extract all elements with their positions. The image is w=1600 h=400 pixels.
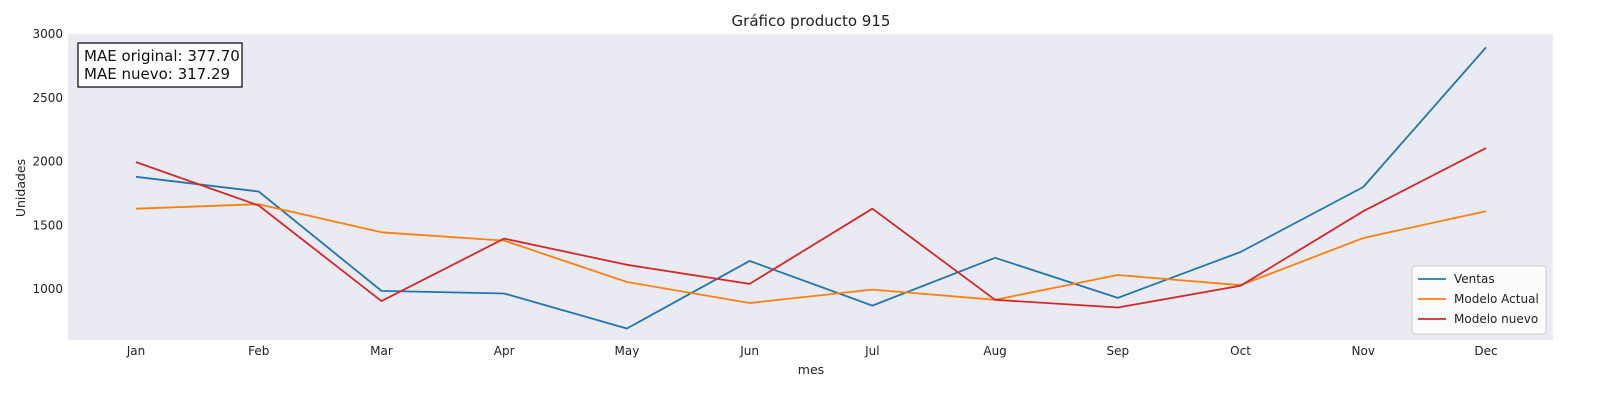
y-axis-label: Unidades [13,159,28,217]
x-tick-label: Feb [248,344,269,358]
x-tick-label: Apr [494,344,515,358]
legend-label: Modelo nuevo [1454,312,1538,326]
annotation-frame [77,42,243,88]
series-line-modelo-nuevo [135,147,1487,309]
x-axis-label: mes [798,362,824,377]
series-line-ventas [135,46,1487,330]
x-tick-label: Mar [370,344,393,358]
x-tick-label: Aug [983,344,1006,358]
y-tick-label: 1500 [32,218,63,232]
x-tick-label: Nov [1352,344,1375,358]
chart-title: Gráfico producto 915 [732,12,891,30]
legend-label: Ventas [1454,272,1495,286]
y-tick-label: 2500 [32,91,63,105]
y-tick-label: 3000 [32,27,63,41]
legend: Ventas Modelo Actual Modelo nuevo [1411,265,1547,335]
y-tick-label: 2000 [32,155,63,169]
x-tick-label: Oct [1230,344,1251,358]
x-tick-label: Sep [1107,344,1130,358]
x-tick-label: Jul [864,344,879,358]
series-line-modelo-actual [135,203,1487,304]
metrics-annotation: MAE original: 377.70 MAE nuevo: 317.29 [77,42,243,88]
annotation-line-1: MAE original: 377.70 [84,47,240,65]
legend-label: Modelo Actual [1454,292,1539,306]
annotation-line-2: MAE nuevo: 317.29 [84,65,230,83]
legend-frame [1411,265,1547,335]
plot-area [68,34,1553,340]
x-tick-label: Dec [1474,344,1497,358]
x-tick-label: Jan [126,344,146,358]
x-tick-label: May [615,344,640,358]
y-tick-label: 1000 [32,282,63,296]
x-tick-label: Jun [739,344,759,358]
